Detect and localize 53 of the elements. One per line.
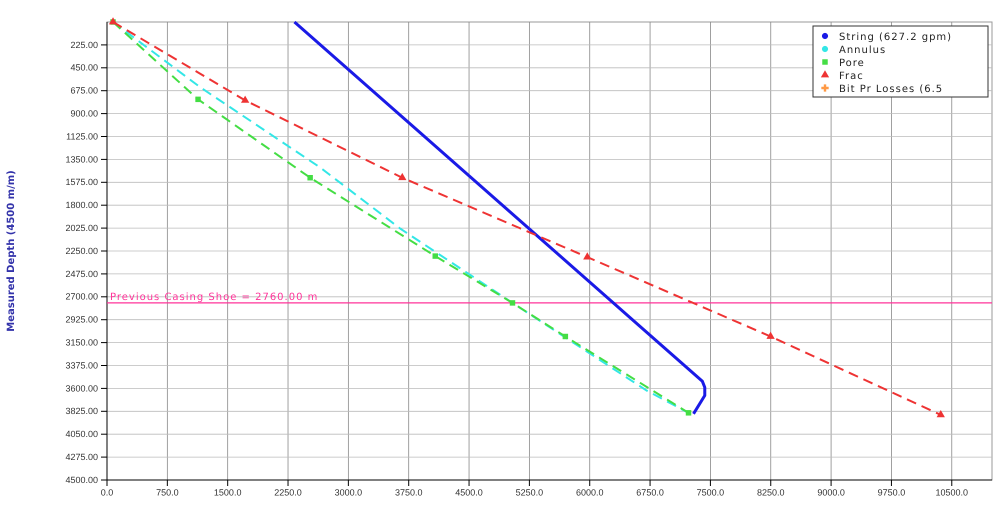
- y-tick-label: 3600.00: [65, 383, 98, 394]
- y-tick-label: 225.00: [70, 40, 98, 50]
- point: [510, 300, 516, 306]
- x-tick-label: 1500.0: [214, 487, 242, 498]
- legend-label: String (627.2 gpm): [839, 32, 952, 43]
- y-tick-label: 1125.00: [66, 131, 98, 142]
- y-axis-title: Measured Depth (4500 m/m): [6, 170, 17, 332]
- y-tick-label: 2700.00: [65, 292, 98, 302]
- legend-label: Bit Pr Losses (6.5: [839, 84, 944, 95]
- y-tick-label: 4275.00: [65, 452, 98, 462]
- y-tick-label: 1350.00: [65, 154, 98, 164]
- x-tick-label: 6000.0: [576, 487, 604, 498]
- y-tick-label: 4050.00: [65, 429, 98, 440]
- y-tick-label: 2025.00: [65, 222, 98, 233]
- y-tick-label: 2925.00: [65, 314, 98, 325]
- x-tick-label: 10500.0: [936, 487, 968, 498]
- x-tick-label: 0.0: [100, 487, 114, 498]
- x-tick-label: 8250.0: [756, 487, 785, 498]
- y-tick-label: 900.00: [70, 108, 98, 118]
- x-tick-label: 5250.0: [516, 487, 544, 498]
- ref-line-label: Previous Casing Shoe = 2760.00 m: [110, 292, 318, 303]
- legend-label: Pore: [839, 58, 865, 69]
- point: [583, 252, 592, 260]
- y-tick-label: 675.00: [70, 86, 98, 96]
- y-tick-label: 3375.00: [65, 360, 98, 370]
- point: [240, 96, 250, 103]
- legend-label: Annulus: [839, 45, 886, 56]
- x-tick-label: 3000.0: [334, 487, 362, 498]
- point: [766, 332, 775, 339]
- x-tick-label: 750.0: [156, 487, 179, 498]
- point: [562, 334, 568, 340]
- legend-label: Frac: [839, 71, 864, 82]
- y-tick-label: 1575.00: [65, 177, 98, 188]
- x-tick-label: 9000.0: [817, 487, 845, 498]
- y-tick-label: 3150.00: [65, 337, 98, 348]
- point: [195, 96, 201, 102]
- x-tick-label: 9750.0: [878, 487, 906, 498]
- point: [936, 410, 945, 418]
- y-tick-label: 1800.00: [65, 200, 98, 210]
- point: [398, 172, 406, 180]
- x-tick-label: 3750.0: [394, 487, 422, 498]
- point: [686, 410, 692, 416]
- point: [307, 174, 313, 180]
- x-tick-label: 2250.0: [274, 487, 302, 498]
- x-tick-label: 4500.0: [455, 487, 483, 498]
- y-tick-label: 3825.00: [65, 406, 98, 416]
- point: [432, 253, 438, 259]
- x-tick-label: 6750.0: [636, 487, 664, 498]
- y-tick-label: 4500.00: [65, 474, 98, 485]
- y-tick-label: 2250.00: [65, 246, 98, 256]
- y-tick-label: 450.00: [70, 62, 98, 73]
- x-tick-label: 7500.0: [696, 487, 724, 498]
- y-tick-label: 2475.00: [65, 268, 98, 279]
